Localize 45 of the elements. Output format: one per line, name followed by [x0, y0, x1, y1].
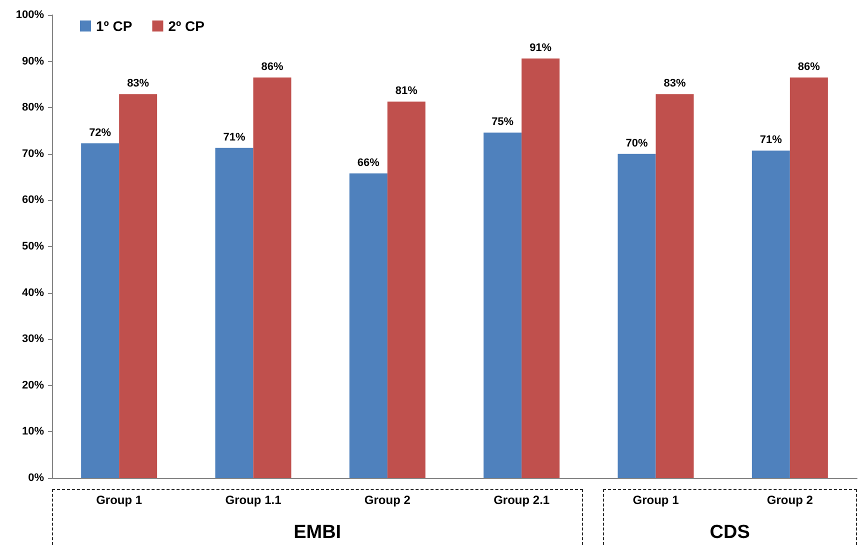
- bar: [752, 150, 790, 478]
- text: CDS: [708, 522, 751, 544]
- text: EMBI: [292, 522, 342, 544]
- bar: [484, 132, 522, 478]
- bar: [656, 94, 694, 478]
- data-label: 66%: [357, 156, 380, 169]
- bar: [253, 78, 292, 478]
- data-label: 81%: [395, 85, 418, 98]
- y-tick-label: 10%: [22, 426, 44, 438]
- x-tick-label: Group 2: [766, 493, 814, 507]
- data-label: 86%: [798, 61, 820, 74]
- bar: [81, 143, 120, 478]
- bar: [119, 94, 158, 478]
- x-tick-label: Group 2.1: [494, 493, 550, 507]
- data-label: 71%: [760, 134, 782, 146]
- y-tick-label: 90%: [22, 55, 44, 68]
- legend-label: 2º CP: [168, 18, 204, 34]
- bar: [387, 102, 426, 478]
- bar: [790, 78, 828, 478]
- y-tick-label: 100%: [16, 9, 44, 21]
- data-label: 71%: [223, 131, 246, 144]
- data-label: 86%: [261, 61, 284, 74]
- x-tick-label: Group 1.1: [225, 493, 282, 507]
- data-label: 75%: [492, 116, 514, 128]
- bar: [349, 173, 388, 478]
- y-tick-label: 20%: [22, 379, 44, 392]
- data-label: 72%: [89, 126, 112, 139]
- y-tick-label: 40%: [22, 286, 44, 299]
- y-tick-label: 70%: [22, 148, 44, 160]
- data-label: 83%: [664, 78, 686, 90]
- y-tick-label: 80%: [22, 102, 44, 114]
- bar: [522, 58, 560, 478]
- x-tick-label: Group 1: [96, 493, 142, 507]
- y-tick-label: 0%: [28, 472, 44, 484]
- x-tick-label: Group 2: [364, 493, 411, 507]
- data-label: 83%: [127, 78, 150, 90]
- x-tick-label: Group 1: [632, 493, 680, 507]
- y-tick-label: 50%: [22, 240, 44, 252]
- bar: [215, 148, 254, 478]
- data-label: 70%: [626, 137, 648, 150]
- data-label: 91%: [530, 42, 552, 54]
- y-tick-label: 30%: [22, 333, 44, 346]
- y-tick-label: 60%: [22, 194, 44, 206]
- bar: [618, 154, 656, 478]
- legend-label: 1º CP: [96, 18, 132, 34]
